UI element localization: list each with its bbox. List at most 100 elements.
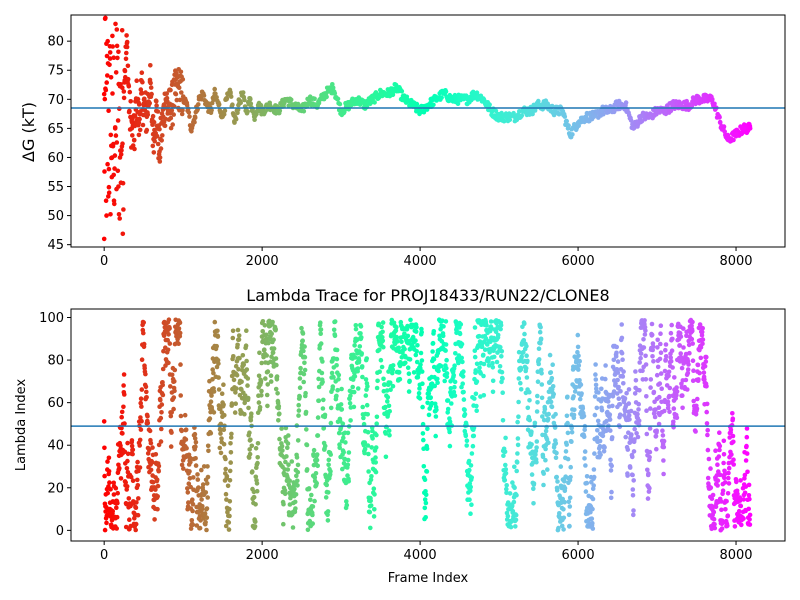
lambda-point [557,511,562,516]
lambda-point [655,364,661,370]
lambda-point [265,403,270,409]
lambda-point [223,523,229,529]
lambda-point [500,418,506,423]
lambda-point [384,388,390,393]
lambda-x-tick-label: 8000 [719,548,752,563]
lambda-y-label: Lambda Index [14,379,29,472]
lambda-point [658,350,664,356]
dg-point [130,143,136,148]
lambda-point [512,464,517,470]
dg-point [295,101,301,107]
lambda-point [293,492,299,497]
lambda-point [564,413,570,419]
lambda-point [631,478,636,483]
lambda-point [482,347,488,353]
lambda-point [191,475,196,480]
lambda-point [245,383,250,388]
lambda-point [706,456,712,462]
lambda-point [428,395,434,400]
dg-point [332,91,338,96]
lambda-point [514,468,519,474]
lambda-point [746,506,751,512]
lambda-point [255,441,261,446]
dg-point [439,95,444,100]
lambda-point [730,411,735,416]
lambda-point [499,369,505,375]
lambda-point [469,502,474,508]
lambda-point [643,377,649,382]
lambda-point [441,324,446,329]
lambda-point [662,408,667,414]
lambda-point [666,369,672,375]
lambda-point [130,478,136,484]
dg-point [731,137,736,143]
lambda-point [156,468,161,474]
lambda-point [423,492,429,498]
lambda-point [416,391,422,396]
dg-point [115,168,121,174]
lambda-point [262,347,267,353]
lambda-point [346,478,352,484]
lambda-point [668,358,674,364]
lambda-point [568,464,573,470]
lambda-point [636,407,641,412]
lambda-point [344,499,349,504]
lambda-point [285,445,290,451]
lambda-point [562,499,567,505]
lambda-point [122,392,127,397]
dg-point [151,150,157,155]
dg-point [402,97,407,102]
lambda-point [139,357,145,363]
lambda-point [543,457,548,463]
lambda-point [203,490,209,495]
dg-point [132,146,137,152]
lambda-point [525,405,531,411]
lambda-point [536,346,542,352]
dg-point [121,89,127,94]
lambda-point [701,370,707,375]
lambda-point [379,364,385,370]
lambda-point [139,418,144,424]
lambda-point [643,362,649,367]
lambda-point [442,378,448,384]
lambda-point [230,328,236,334]
lambda-point [341,461,347,466]
lambda-point [139,404,144,409]
lambda-point [114,505,119,511]
lambda-point [512,485,517,491]
lambda-point [211,389,217,394]
dg-x-tick-label: 6000 [562,254,595,269]
lambda-title: Lambda Trace for PROJ18433/RUN22/CLONE8 [246,286,609,305]
lambda-point [589,516,595,521]
lambda-point [467,497,472,503]
lambda-point [621,369,626,374]
lambda-point [193,463,199,468]
lambda-point [388,387,393,393]
lambda-point [227,478,233,483]
dg-point [288,97,294,103]
lambda-point [318,331,324,337]
lambda-point [145,420,151,426]
lambda-point [166,317,172,323]
lambda-point [603,363,608,368]
lambda-point [293,506,298,511]
dg-point [139,70,145,75]
lambda-point [608,457,613,463]
lambda-point [206,448,211,454]
lambda-point [166,332,171,337]
dg-point [162,123,168,129]
lambda-point [240,353,246,358]
dg-point [283,97,289,102]
lambda-point [244,367,250,372]
lambda-point [328,420,334,426]
lambda-point [271,337,276,343]
lambda-point [667,385,673,391]
lambda-point [540,414,545,419]
lambda-point [577,358,582,364]
lambda-point [368,503,374,508]
dg-point [208,108,214,114]
dg-point [216,102,221,108]
dg-point [151,119,157,125]
lambda-point [661,438,667,444]
dg-point [113,21,118,27]
